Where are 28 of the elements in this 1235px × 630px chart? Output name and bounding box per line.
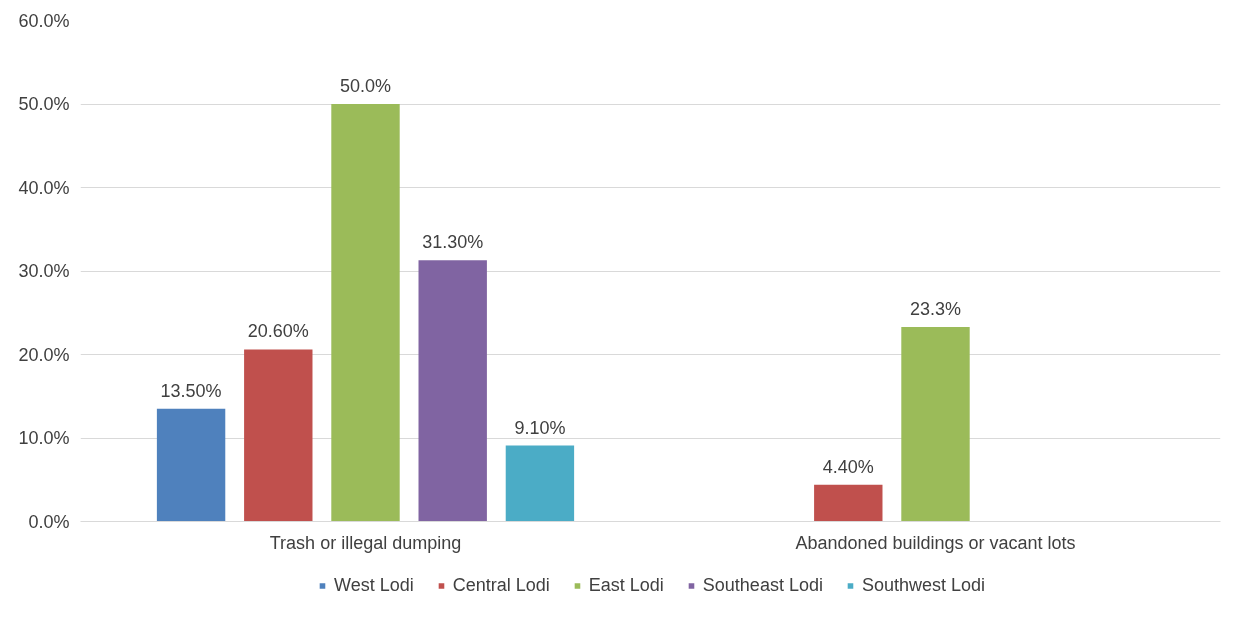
y-tick-label: 10.0% bbox=[18, 428, 70, 448]
bar bbox=[814, 484, 883, 522]
bar bbox=[244, 349, 313, 522]
x-tick-label: Trash or illegal dumping bbox=[269, 532, 462, 553]
bar bbox=[418, 260, 487, 522]
bar bbox=[901, 326, 970, 522]
data-label: 9.10% bbox=[514, 417, 566, 438]
data-label: 50.0% bbox=[339, 76, 392, 96]
bar bbox=[156, 408, 226, 522]
legend-label: Southeast Lodi bbox=[702, 574, 823, 596]
y-tick-label: 50.0% bbox=[18, 94, 70, 114]
y-tick-label: 0.0% bbox=[28, 511, 70, 532]
data-label: 20.60% bbox=[247, 321, 309, 342]
legend-label: Southwest Lodi bbox=[861, 574, 986, 596]
y-tick-label: 60.0% bbox=[18, 10, 70, 31]
data-label: 31.30% bbox=[422, 232, 484, 253]
legend-label: Central Lodi bbox=[452, 574, 550, 596]
data-label: 13.50% bbox=[160, 380, 222, 401]
data-label: 23.3% bbox=[909, 298, 962, 319]
data-label: 4.40% bbox=[822, 456, 874, 477]
bar bbox=[331, 104, 400, 522]
legend-label: East Lodi bbox=[588, 574, 664, 596]
y-tick-label: 20.0% bbox=[18, 344, 70, 365]
x-tick-label: Abandoned buildings or vacant lots bbox=[795, 532, 1076, 553]
y-tick-label: 30.0% bbox=[18, 261, 70, 281]
y-tick-label: 40.0% bbox=[18, 177, 70, 198]
legend-label: West Lodi bbox=[333, 574, 414, 596]
bar bbox=[505, 445, 575, 522]
